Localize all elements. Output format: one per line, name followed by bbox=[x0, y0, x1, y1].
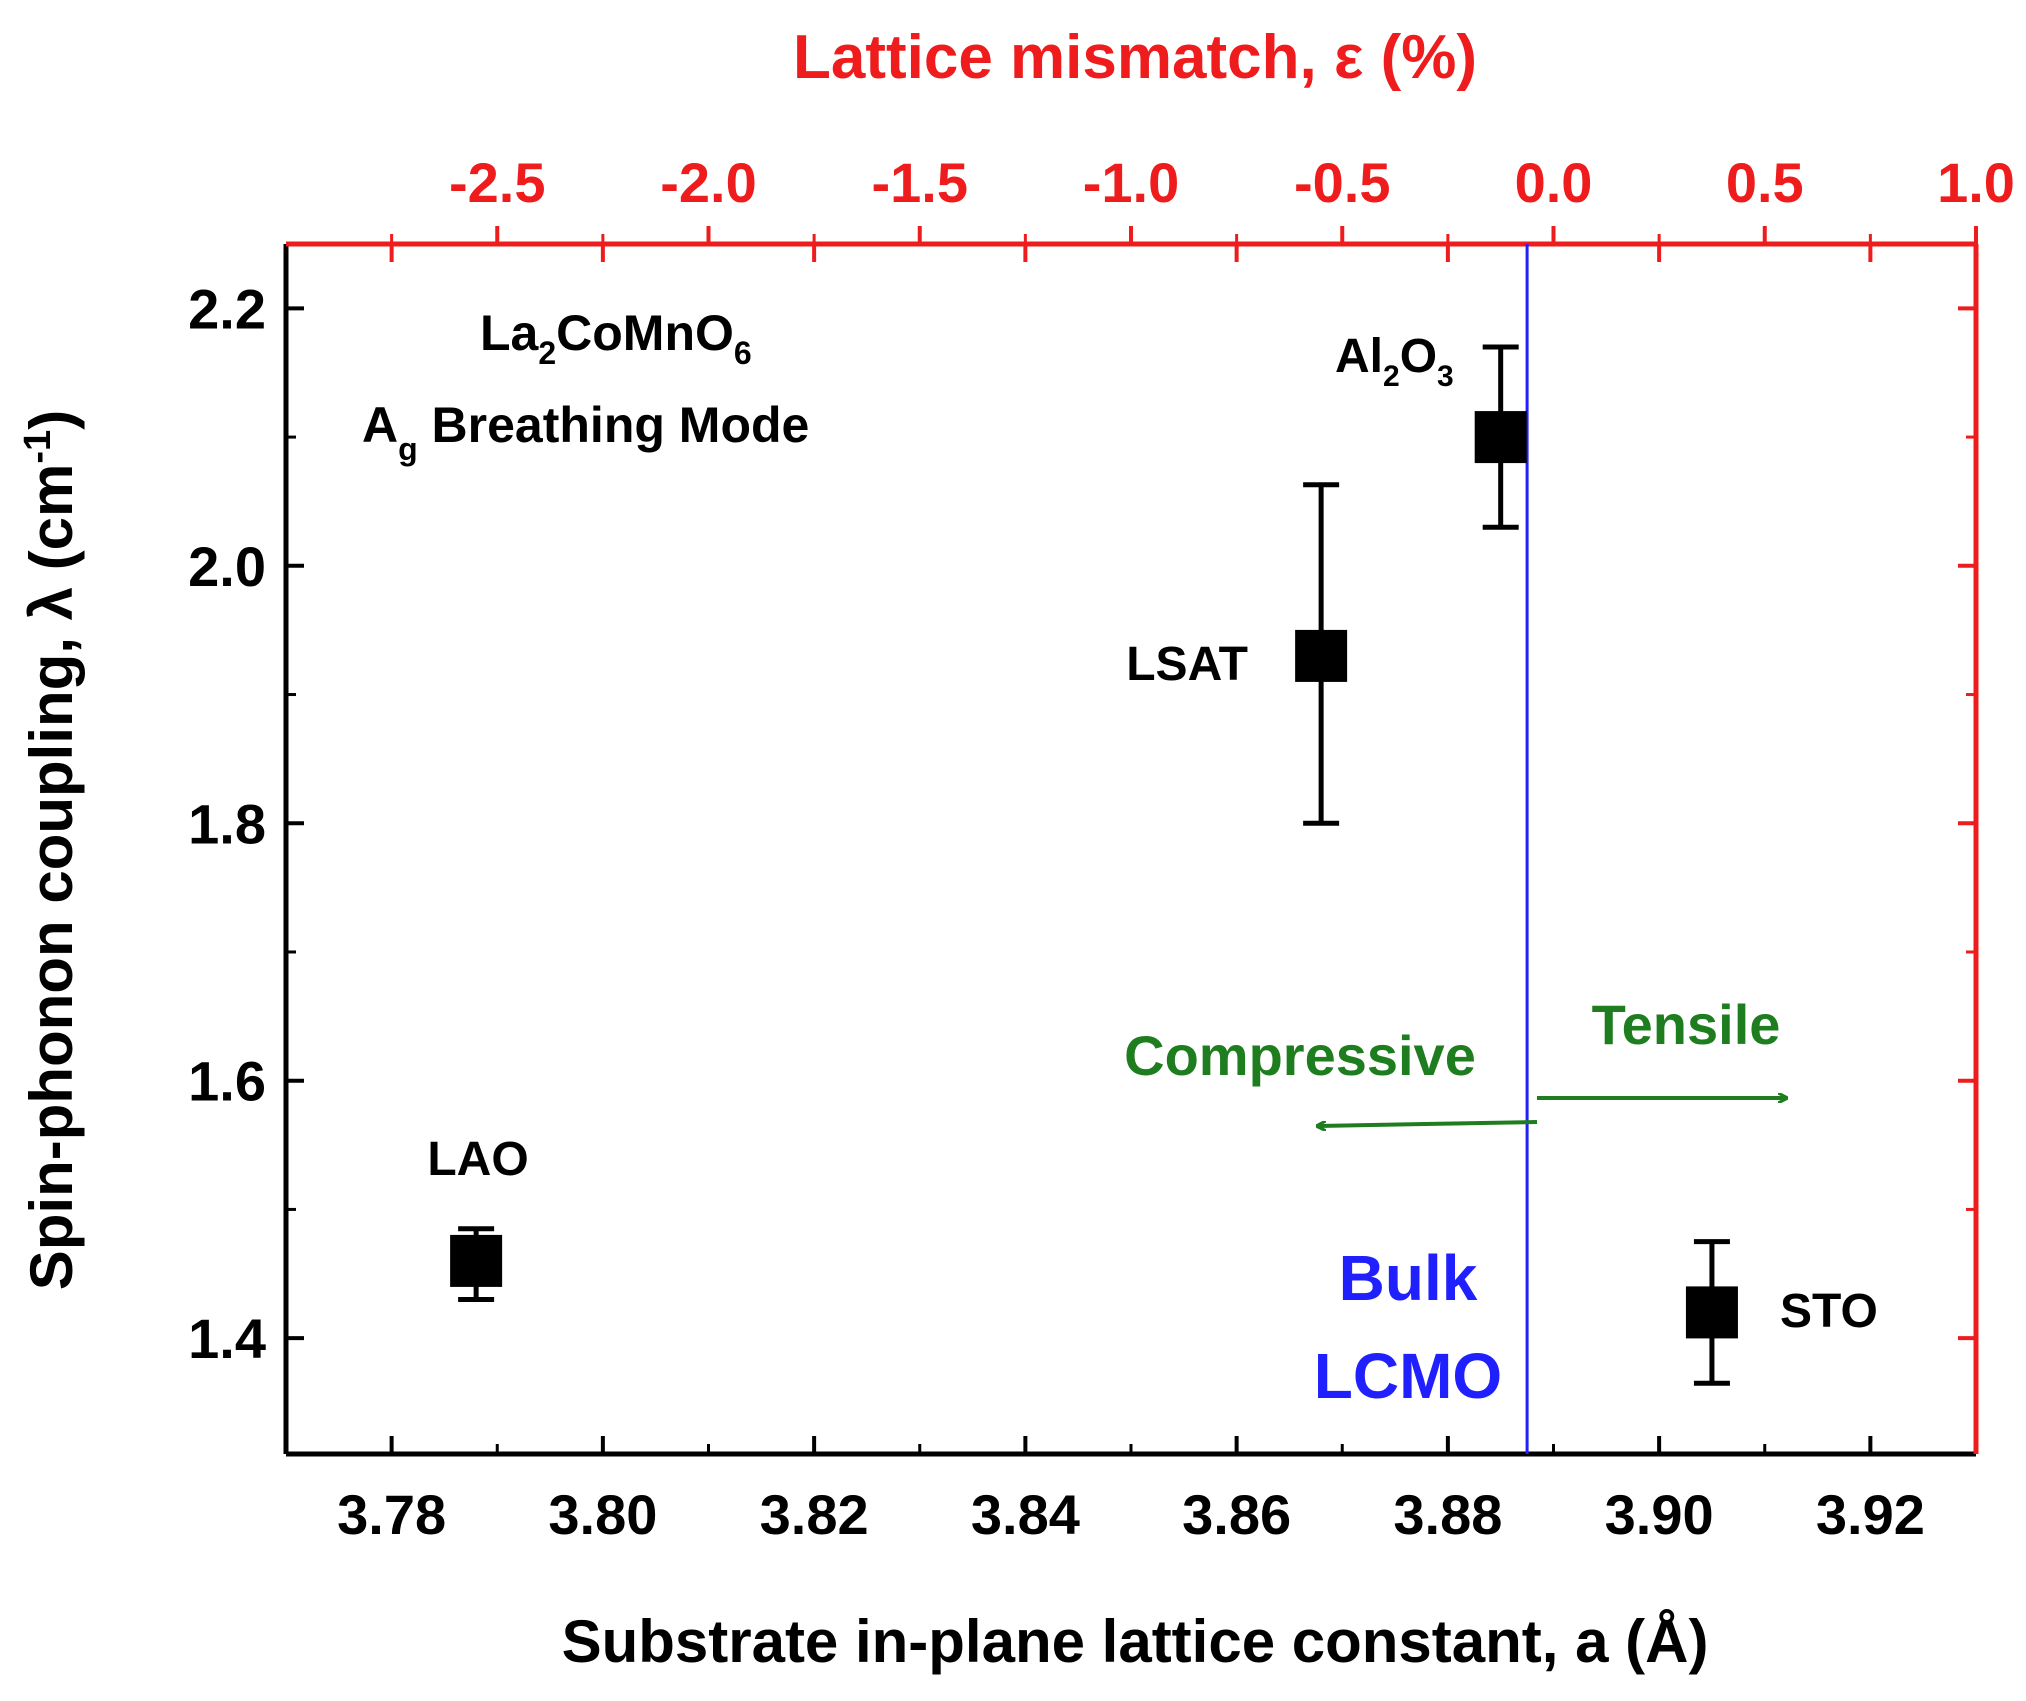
mode-label: Ag Breathing Mode bbox=[362, 397, 809, 467]
top-tick-label: 0.5 bbox=[1726, 151, 1804, 214]
ticks-layer bbox=[284, 226, 1978, 1454]
points-layer bbox=[450, 344, 1738, 1386]
al2o3-sub-2: 2 bbox=[1383, 360, 1400, 393]
y-tick-label: 1.4 bbox=[188, 1307, 266, 1370]
y-tick-label: 2.0 bbox=[188, 535, 266, 598]
x-tick-label: 3.80 bbox=[548, 1483, 657, 1546]
y-axis-title: Spin-phonon coupling, λ (cm-1) bbox=[17, 410, 85, 1290]
compound-part-comno: CoMnO bbox=[556, 305, 734, 361]
mode-sub-g: g bbox=[398, 431, 418, 467]
al2o3-sub-3: 3 bbox=[1437, 360, 1454, 393]
point-label-lao: LAO bbox=[427, 1133, 528, 1186]
point-label-al2o3: Al2O3 bbox=[1335, 330, 1454, 393]
tick-labels-layer: 3.78 3.80 3.82 3.84 3.86 3.88 3.90 3.92 1.4 1.6 1.… bbox=[188, 151, 2015, 1546]
mode-part-rest: Breathing Mode bbox=[418, 397, 810, 453]
top-tick-label: 0.0 bbox=[1515, 151, 1593, 214]
data-point-sto bbox=[1685, 1286, 1738, 1339]
y-axis-title-main: Spin-phonon coupling, λ (cm bbox=[18, 464, 85, 1291]
top-tick-label: -2.0 bbox=[660, 151, 757, 214]
x-tick-label: 3.84 bbox=[971, 1483, 1080, 1546]
top-tick-label: -0.5 bbox=[1294, 151, 1391, 214]
x-tick-label: 3.86 bbox=[1182, 1483, 1291, 1546]
x-tick-label: 3.88 bbox=[1393, 1483, 1502, 1546]
x-axis-title: Substrate in-plane lattice constant, a (… bbox=[562, 1608, 1709, 1675]
point-label-lsat: LSAT bbox=[1126, 638, 1248, 691]
compressive-arrow bbox=[1318, 1120, 1538, 1126]
bulk-label-line1: Bulk bbox=[1339, 1242, 1478, 1314]
x-tick-label: 3.90 bbox=[1605, 1483, 1714, 1546]
y-tick-label: 1.6 bbox=[188, 1050, 266, 1113]
compressive-label: Compressive bbox=[1124, 1024, 1476, 1087]
compound-label: La2CoMnO6 bbox=[480, 305, 752, 371]
y-axis-title-close: ) bbox=[18, 410, 85, 430]
top-tick-label: -1.0 bbox=[1083, 151, 1180, 214]
top-axis-title: Lattice mismatch, ε (%) bbox=[793, 23, 1477, 92]
al2o3-part-al: Al bbox=[1335, 330, 1383, 383]
y-tick-label: 2.2 bbox=[188, 277, 266, 340]
x-tick-label: 3.82 bbox=[760, 1483, 869, 1546]
y-tick-label: 1.8 bbox=[188, 792, 266, 855]
point-label-sto: STO bbox=[1780, 1285, 1878, 1338]
data-point-al2o3 bbox=[1474, 411, 1527, 464]
y-axis-title-sup: -1 bbox=[17, 430, 59, 464]
x-tick-label: 3.78 bbox=[337, 1483, 446, 1546]
bulk-label-line2: LCMO bbox=[1314, 1340, 1502, 1412]
compound-sub-2: 2 bbox=[538, 335, 556, 371]
top-tick-label: 1.0 bbox=[1937, 151, 2015, 214]
data-point-lao bbox=[450, 1234, 503, 1287]
data-point-lsat bbox=[1295, 629, 1348, 682]
compound-part-la: La bbox=[480, 305, 540, 361]
top-tick-label: -2.5 bbox=[449, 151, 546, 214]
al2o3-part-o: O bbox=[1400, 330, 1437, 383]
compound-sub-6: 6 bbox=[734, 335, 752, 371]
tensile-label: Tensile bbox=[1592, 993, 1781, 1056]
mode-part-a: A bbox=[362, 397, 398, 453]
x-tick-label: 3.92 bbox=[1816, 1483, 1925, 1546]
top-tick-label: -1.5 bbox=[872, 151, 969, 214]
